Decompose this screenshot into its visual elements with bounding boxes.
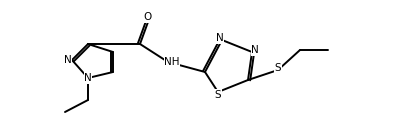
Text: S: S [275,63,281,73]
Text: NH: NH [164,57,180,67]
Text: S: S [215,90,221,100]
Text: O: O [144,12,152,22]
Text: N: N [64,55,72,65]
Text: N: N [216,33,224,43]
Text: N: N [251,45,259,55]
Text: N: N [84,73,92,83]
